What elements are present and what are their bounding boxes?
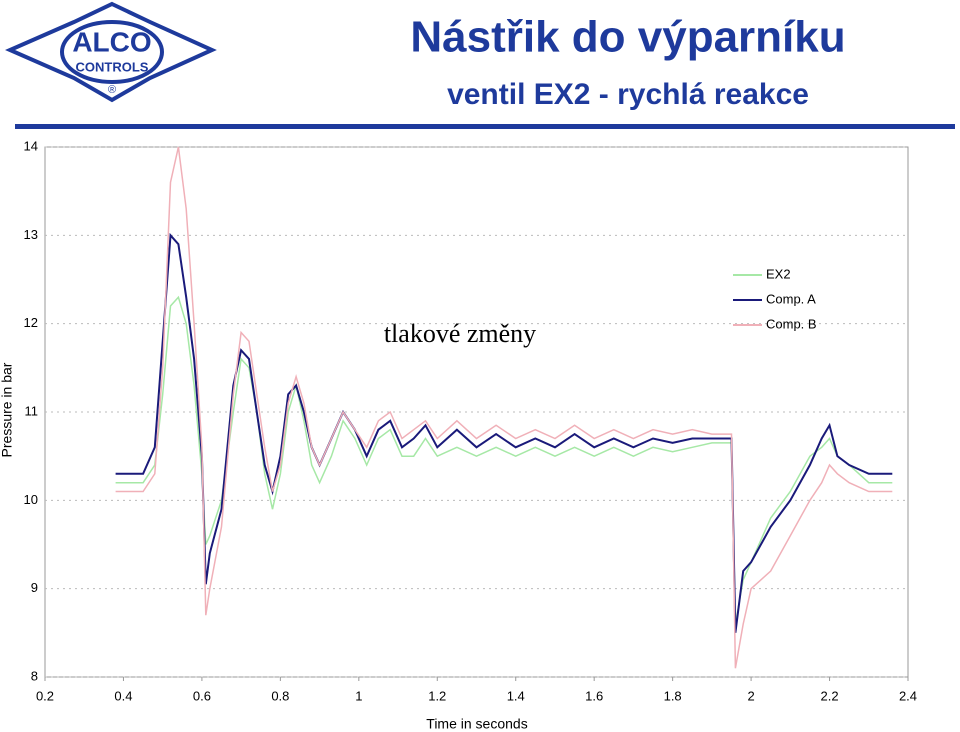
y-tick-label: 8 <box>31 668 38 683</box>
x-tick-label: 1.8 <box>664 688 682 703</box>
x-tick-label: 1.6 <box>585 688 603 703</box>
logo-text: ALCO <box>72 26 151 57</box>
y-tick-label: 12 <box>24 315 38 330</box>
legend-label: Comp. B <box>766 316 817 331</box>
x-axis-title: Time in seconds <box>426 716 527 732</box>
x-tick-label: 0.2 <box>36 688 54 703</box>
logo-mark: ® <box>108 84 116 96</box>
legend-label: EX2 <box>766 266 791 281</box>
y-axis-title: Pressure in bar <box>0 362 15 457</box>
x-tick-label: 1 <box>355 688 362 703</box>
x-tick-label: 2.2 <box>821 688 839 703</box>
series-line <box>115 232 893 633</box>
x-tick-label: 0.8 <box>271 688 289 703</box>
x-tick-label: 2 <box>747 688 754 703</box>
series-line <box>115 295 893 625</box>
header-rule <box>15 124 955 129</box>
y-tick-label: 13 <box>24 227 38 242</box>
y-tick-label: 10 <box>24 492 38 507</box>
x-tick-label: 0.4 <box>114 688 132 703</box>
page-title: Nástřik do výparníku <box>410 13 845 62</box>
y-tick-label: 9 <box>31 580 38 595</box>
x-tick-label: 1.2 <box>428 688 446 703</box>
page-subtitle: ventil EX2 - rychlá reakce <box>447 78 809 111</box>
y-tick-label: 11 <box>25 403 39 418</box>
y-tick-label: 14 <box>24 138 38 153</box>
logo: ALCO CONTROLS ® <box>5 1 217 103</box>
logo-subtext: CONTROLS <box>76 59 149 74</box>
legend-label: Comp. A <box>766 291 816 306</box>
x-tick-label: 1.4 <box>507 688 525 703</box>
x-tick-label: 2.4 <box>899 688 917 703</box>
logo-oval <box>60 20 164 84</box>
series-line <box>115 146 893 669</box>
x-tick-label: 0.6 <box>193 688 211 703</box>
